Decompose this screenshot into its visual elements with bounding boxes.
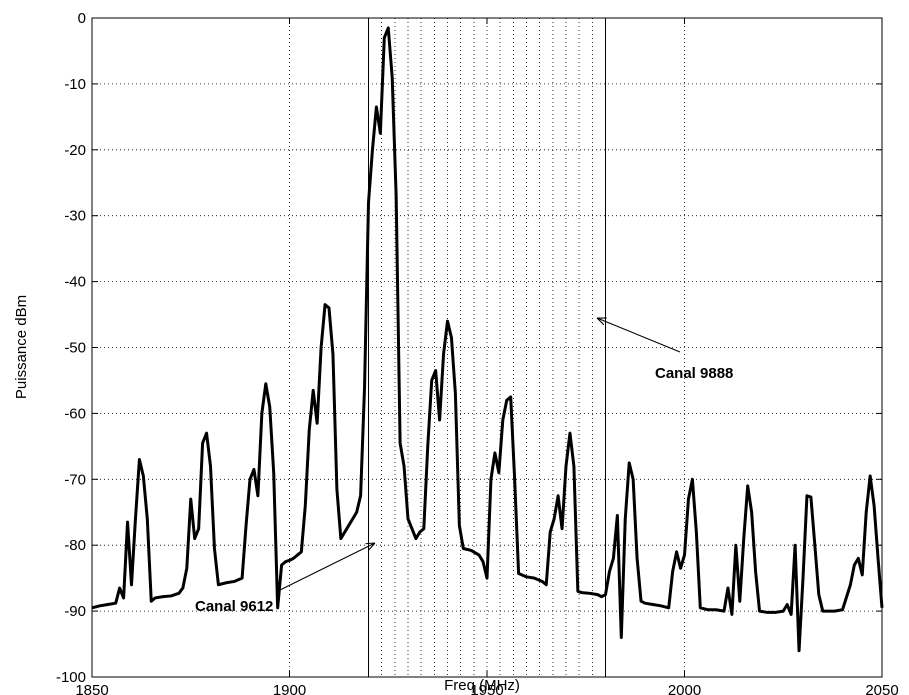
y-tick-label: -40	[64, 274, 86, 291]
annotation: Canal 9612	[195, 598, 273, 615]
y-axis-label: Puissance dBm	[13, 295, 30, 399]
x-tick-label: 2000	[668, 682, 701, 695]
y-tick-label: -10	[64, 76, 86, 93]
y-tick-label: 0	[78, 10, 86, 27]
y-tick-label: -60	[64, 405, 86, 422]
x-tick-label: 2050	[865, 682, 898, 695]
annotation-arrow	[597, 318, 681, 353]
y-tick-label: -100	[56, 669, 86, 686]
y-tick-label: -50	[64, 340, 86, 357]
y-tick-label: -30	[64, 208, 86, 225]
y-tick-label: -80	[64, 537, 86, 554]
annotation-arrow	[279, 543, 375, 591]
x-axis-label: Freq (MHz)	[444, 677, 520, 694]
y-tick-label: -20	[64, 142, 86, 159]
y-tick-label: -90	[64, 603, 86, 620]
plot-frame	[91, 17, 883, 678]
x-tick-label: 1850	[75, 682, 108, 695]
y-tick-label: -70	[64, 471, 86, 488]
x-tick-label: 1950	[470, 682, 503, 695]
annotation: Canal 9888	[655, 365, 733, 382]
data-line	[91, 26, 884, 653]
x-tick-label: 1900	[273, 682, 306, 695]
